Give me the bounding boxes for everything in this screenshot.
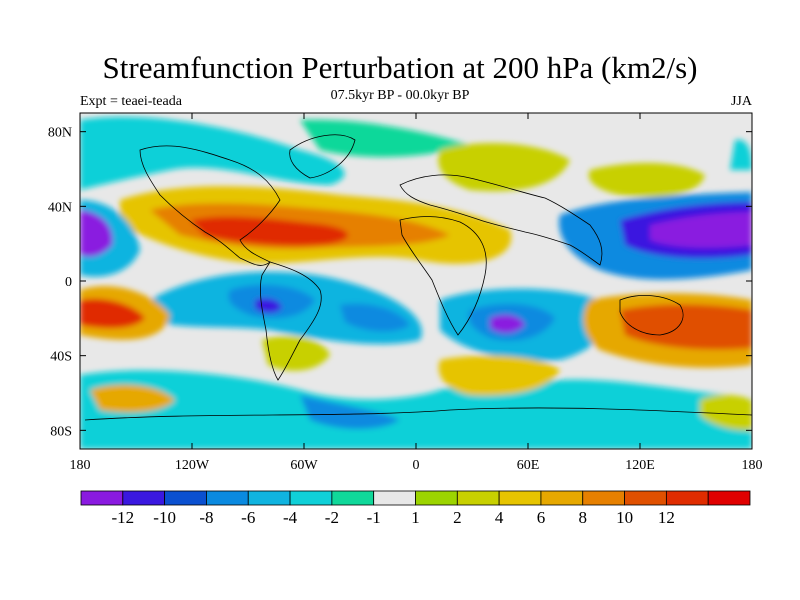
colorbar-box — [665, 490, 709, 506]
lon-tick-label: 60W — [290, 458, 318, 473]
colorbar-label: -8 — [199, 508, 213, 527]
colorbar-box — [122, 490, 166, 506]
colorbar-label: 12 — [658, 508, 675, 527]
lon-tick-label: 180 — [70, 458, 91, 473]
colorbar-label: 4 — [495, 508, 504, 527]
colorbar-box — [540, 490, 584, 506]
lat-tick-label: 0 — [65, 275, 72, 290]
colorbar-box — [80, 490, 124, 506]
colorbar-label: 10 — [616, 508, 633, 527]
plot-title: Streamfunction Perturbation at 200 hPa (… — [102, 50, 698, 85]
colorbar-box — [247, 490, 291, 506]
colorbar-box — [624, 490, 667, 506]
contour-field — [80, 113, 752, 449]
plot-subtitle: 07.5kyr BP - 00.0kyr BP — [330, 88, 470, 103]
lon-tick-label: 120W — [175, 458, 210, 473]
colorbar-box — [498, 490, 542, 506]
colorbar: -12 -10 -8 -6 -4 -2 -1 1 2 4 6 8 10 12 — [80, 490, 751, 527]
colorbar-label: 8 — [579, 508, 588, 527]
colorbar-box — [289, 490, 333, 506]
colorbar-box — [707, 490, 751, 506]
longitude-axis: 180 120W 60W 0 60E 120E 180 — [70, 113, 763, 473]
colorbar-label: -4 — [283, 508, 298, 527]
colorbar-box — [331, 490, 375, 506]
coastlines — [84, 134, 752, 421]
lat-tick-label: 40N — [48, 200, 72, 215]
lon-tick-label: 120E — [625, 458, 655, 473]
colorbar-box — [456, 490, 500, 506]
experiment-label: Expt = teaei-teada — [80, 94, 182, 109]
lon-tick-label: 180 — [742, 458, 763, 473]
colorbar-box — [582, 490, 625, 506]
season-label: JJA — [730, 94, 752, 109]
colorbar-box — [206, 490, 249, 506]
colorbar-box — [415, 490, 458, 506]
colorbar-label: -12 — [111, 508, 134, 527]
colorbar-label: 1 — [411, 508, 420, 527]
colorbar-box — [373, 490, 416, 506]
lat-tick-label: 80N — [48, 126, 72, 141]
colorbar-label: 2 — [453, 508, 462, 527]
latitude-axis: 80N 40N 0 40S 80S — [48, 126, 752, 439]
colorbar-label: -1 — [367, 508, 381, 527]
colorbar-label: -6 — [241, 508, 255, 527]
colorbar-box — [164, 490, 207, 506]
colorbar-label: -10 — [153, 508, 176, 527]
lat-tick-label: 80S — [50, 424, 72, 439]
colorbar-label: 6 — [537, 508, 546, 527]
lon-tick-label: 60E — [517, 458, 540, 473]
colorbar-label: -2 — [325, 508, 339, 527]
lon-tick-label: 0 — [413, 458, 420, 473]
lat-tick-label: 40S — [50, 350, 72, 365]
